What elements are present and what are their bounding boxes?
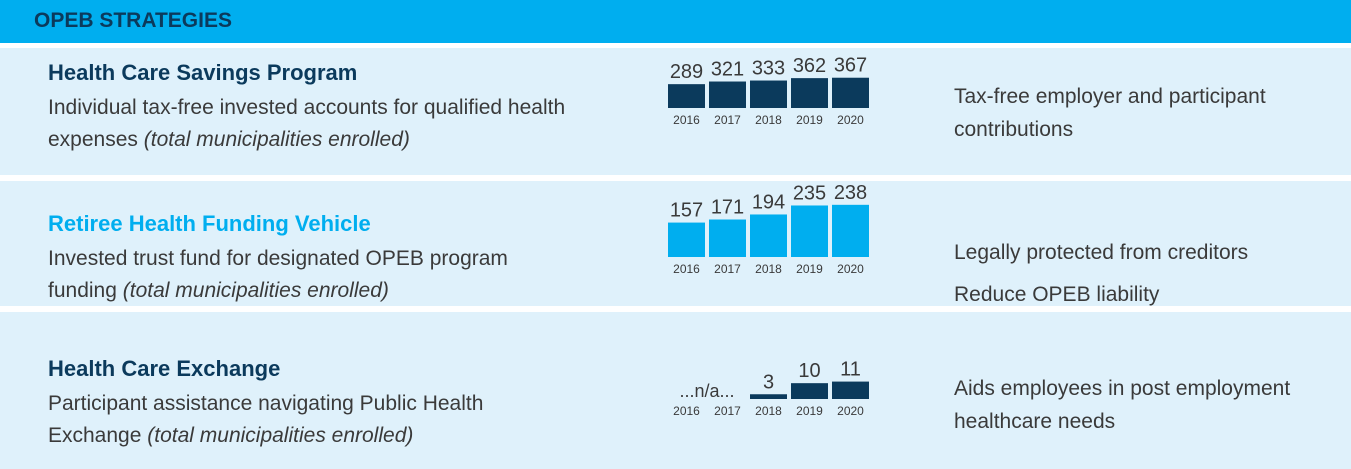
data-label: 194	[752, 191, 785, 213]
data-label: 235	[793, 182, 826, 204]
x-tick-label: 2019	[796, 404, 823, 418]
strategy-heading: Health Care Savings Program	[48, 60, 358, 85]
benefit: Tax-free employer and participant contri…	[954, 85, 1266, 141]
data-label: 367	[834, 55, 867, 77]
data-label: 157	[670, 200, 703, 222]
mini-bar-chart: 2016 157 2017 171 2018 194 2019 235 2020 238	[668, 182, 869, 276]
strategy-row: Health Care Exchange Participant assistan…	[0, 312, 1351, 469]
x-tick-label: 2020	[837, 404, 864, 418]
data-label: 321	[711, 59, 744, 81]
x-tick-label: 2018	[755, 113, 782, 127]
data-label: 171	[711, 197, 744, 219]
title: OPEB STRATEGIES	[34, 9, 232, 32]
data-label: 362	[793, 55, 826, 77]
header-bar: OPEB STRATEGIES	[0, 0, 1351, 43]
strategy-row: Health Care Savings Program Individual ta…	[0, 48, 1351, 175]
x-tick-label: 2019	[796, 113, 823, 127]
bar	[832, 204, 869, 257]
mini-bar-chart: 2016 289 2017 321 2018 333 2019 362 2020 367	[668, 55, 869, 127]
strategy-description: Individual tax-free invested accounts fo…	[48, 92, 568, 156]
x-tick-label: 2020	[837, 262, 864, 276]
x-tick-label: 2016	[673, 404, 700, 418]
bar	[791, 78, 828, 108]
description-note: (total municipalities enrolled)	[147, 424, 414, 447]
x-tick-label: 2019	[796, 262, 823, 276]
bar	[832, 77, 869, 108]
strategy-description: Invested trust fund for designated OPEB …	[48, 243, 568, 307]
description-note: (total municipalities enrolled)	[122, 279, 389, 302]
strategy-heading: Retiree Health Funding Vehicle	[48, 211, 371, 236]
x-tick-label: 2016	[673, 113, 700, 127]
x-tick-label: 2017	[714, 113, 741, 127]
bar	[668, 222, 705, 257]
bar	[709, 219, 746, 257]
annotation: ...n/a...	[679, 381, 734, 401]
bar	[791, 205, 828, 257]
strategy-heading: Health Care Exchange	[48, 356, 281, 381]
bar	[791, 383, 828, 399]
strategy-row: Retiree Health Funding Vehicle Invested t…	[0, 181, 1351, 306]
data-label: 10	[798, 360, 820, 382]
data-label: 3	[763, 371, 774, 393]
bar	[668, 84, 705, 108]
benefit: Legally protected from creditors	[954, 241, 1249, 264]
bar	[832, 381, 869, 399]
x-tick-label: 2018	[755, 262, 782, 276]
bar	[750, 394, 787, 399]
x-tick-label: 2018	[755, 404, 782, 418]
x-tick-label: 2020	[837, 113, 864, 127]
bar	[709, 81, 746, 108]
benefit: Aids employees in post employment health…	[954, 377, 1291, 433]
bar	[750, 80, 787, 108]
x-tick-label: 2016	[673, 262, 700, 276]
bar	[750, 214, 787, 257]
description-text: Invested trust fund for designated OPEB …	[48, 247, 508, 302]
description-text: Participant assistance navigating Public…	[48, 392, 484, 447]
x-tick-label: 2017	[714, 404, 741, 418]
mini-bar-chart: 2016 2017 2018 3 2019 10 2020 11 ...n/a...	[673, 359, 869, 418]
description-note: (total municipalities enrolled)	[143, 128, 410, 151]
x-tick-label: 2017	[714, 262, 741, 276]
strategy-description: Participant assistance navigating Public…	[48, 388, 568, 452]
data-label: 238	[834, 182, 867, 204]
benefit: Reduce OPEB liability	[954, 283, 1160, 306]
data-label: 289	[670, 61, 703, 83]
description-text: Individual tax-free invested accounts fo…	[48, 96, 566, 151]
data-label: 11	[840, 359, 861, 381]
data-label: 333	[752, 58, 785, 80]
